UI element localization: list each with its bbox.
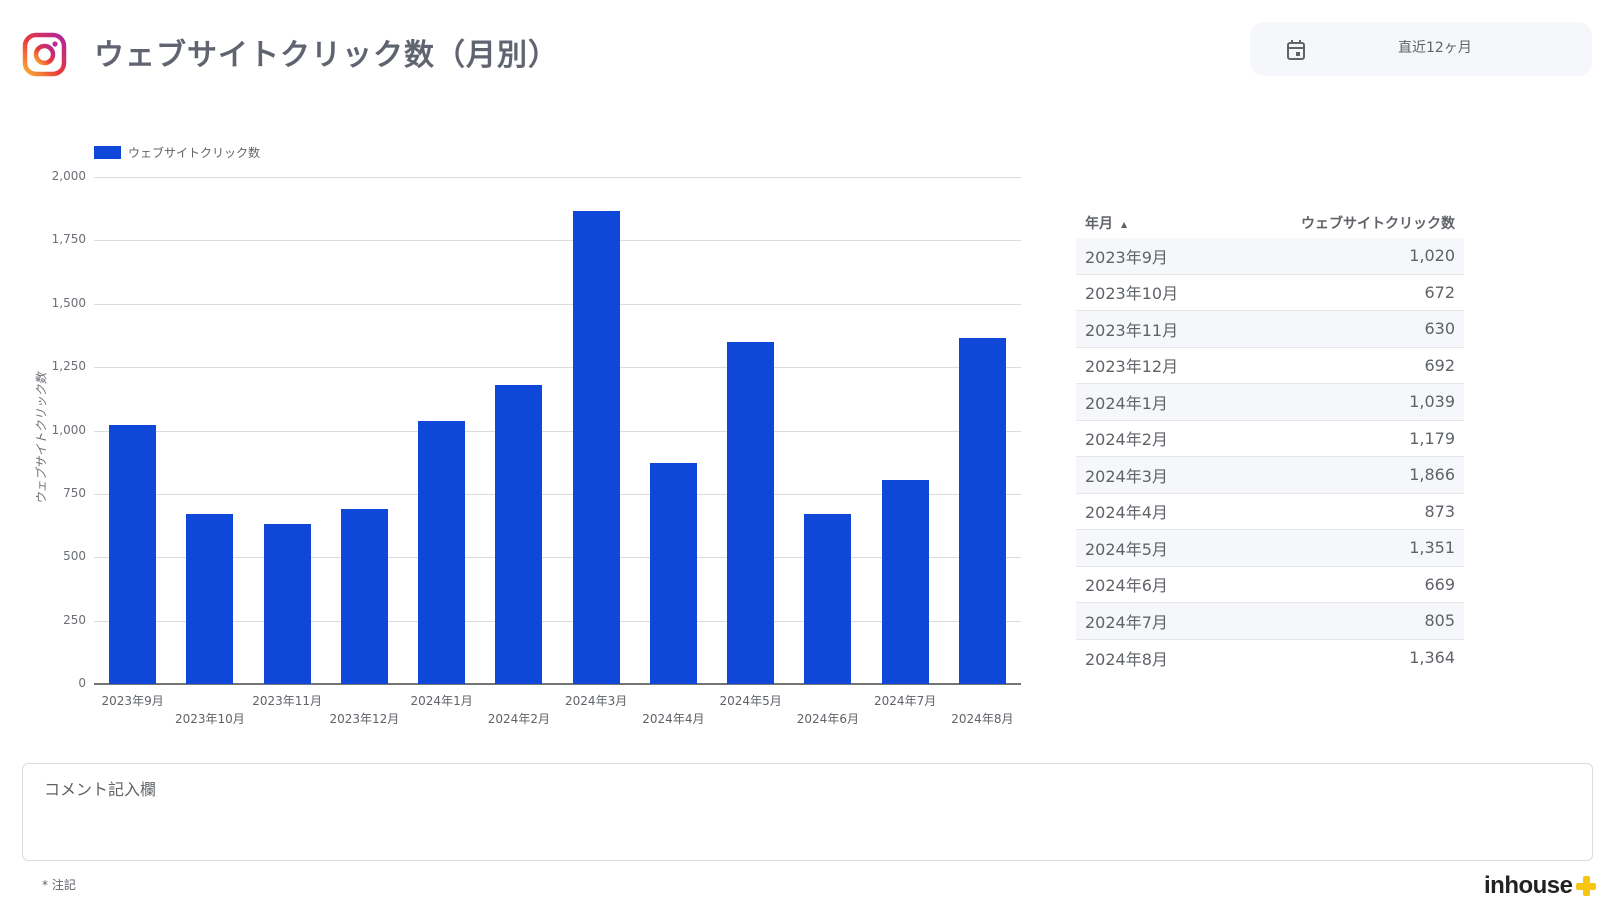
cell-month: 2024年2月: [1085, 430, 1168, 450]
brand-name: inhouse: [1484, 872, 1573, 899]
cell-month: 2023年12月: [1085, 357, 1179, 377]
table-row: 2024年2月 1,179: [1076, 421, 1464, 457]
date-range-label: 直近12ヶ月: [1398, 40, 1472, 56]
table-row: 2024年6月 669: [1076, 567, 1464, 603]
cell-month: 2024年5月: [1085, 539, 1168, 559]
table-row: 2023年9月 1,020: [1076, 238, 1464, 275]
bar[interactable]: [804, 514, 852, 684]
table-body: 2023年9月 1,020 2023年10月 672 2023年11月 630 2023年1…: [1076, 238, 1464, 676]
x-tick-label: 2024年1月: [410, 694, 473, 708]
cell-month: 2024年8月: [1085, 649, 1168, 669]
gridline: [94, 240, 1021, 242]
comment-box[interactable]: コメント記入欄: [22, 763, 1593, 861]
x-tick-label: 2024年2月: [487, 712, 550, 726]
gridline: [94, 303, 1021, 305]
gridline: [94, 430, 1021, 432]
cell-month: 2024年4月: [1085, 503, 1168, 523]
gridline: [94, 367, 1021, 369]
page-title: ウェブサイトクリック数（月別）: [94, 38, 559, 73]
table-header: 年月 ▲ ウェブサイトクリック数: [1076, 208, 1464, 238]
x-tick-label: 2023年11月: [252, 694, 323, 708]
table-row: 2024年1月 1,039: [1076, 384, 1464, 421]
x-tick-label: 2024年6月: [796, 712, 859, 726]
cell-clicks: 1,179: [1409, 428, 1455, 448]
x-tick-label: 2023年10月: [174, 712, 245, 726]
bar[interactable]: [495, 385, 543, 684]
instagram-logo-icon: [22, 32, 67, 77]
y-tick-label: 1,750: [51, 232, 86, 247]
y-tick-label: 750: [63, 485, 86, 500]
bar[interactable]: [727, 341, 775, 684]
bar[interactable]: [881, 479, 929, 684]
bar-chart: ウェブサイトクリック数 ウェブサイトクリック数 0 250 500 750 1,000 1…: [0, 130, 1040, 730]
x-axis-line: [94, 683, 1021, 685]
table-row: 2024年3月 1,866: [1076, 457, 1464, 494]
table-row: 2024年8月 1,364: [1076, 640, 1464, 677]
bar[interactable]: [340, 508, 388, 684]
brand-logo: inhouse: [1484, 872, 1596, 900]
cell-clicks: 805: [1424, 611, 1455, 631]
x-tick-label: 2024年5月: [719, 694, 782, 708]
table-row: 2024年4月 873: [1076, 494, 1464, 530]
x-tick-label: 2024年8月: [951, 712, 1014, 726]
table-row: 2023年11月 630: [1076, 311, 1464, 348]
cell-month: 2023年11月: [1085, 320, 1179, 340]
cell-month: 2023年10月: [1085, 284, 1179, 304]
table-row: 2023年12月 692: [1076, 348, 1464, 384]
bar[interactable]: [649, 462, 697, 684]
bar[interactable]: [572, 210, 620, 684]
data-table: 年月 ▲ ウェブサイトクリック数 2023年9月 1,020 2023年10月 672 2…: [1076, 208, 1464, 676]
cell-month: 2024年6月: [1085, 576, 1168, 596]
x-tick-label: 2023年12月: [329, 712, 400, 726]
cell-clicks: 1,364: [1409, 648, 1455, 668]
bar[interactable]: [418, 420, 466, 684]
gridline: [94, 493, 1021, 495]
column-header-clicks[interactable]: ウェブサイトクリック数: [1301, 216, 1455, 232]
y-tick-label: 0: [78, 676, 86, 690]
cell-clicks: 1,866: [1409, 465, 1455, 485]
bar[interactable]: [109, 425, 157, 684]
table-row: 2024年5月 1,351: [1076, 530, 1464, 567]
cell-clicks: 1,039: [1409, 392, 1455, 412]
x-tick-label: 2024年7月: [874, 694, 937, 708]
cell-clicks: 1,020: [1409, 246, 1455, 266]
plus-icon: [1575, 876, 1596, 896]
y-tick-label: 1,250: [51, 359, 86, 374]
bar[interactable]: [958, 338, 1006, 684]
legend-label: ウェブサイトクリック数: [128, 146, 261, 160]
cell-clicks: 873: [1424, 501, 1455, 521]
table-row: 2024年7月 805: [1076, 603, 1464, 640]
cell-clicks: 692: [1424, 355, 1455, 375]
bar[interactable]: [263, 524, 311, 684]
cell-month: 2024年7月: [1085, 612, 1168, 632]
cell-clicks: 669: [1424, 574, 1455, 594]
gridline: [94, 620, 1021, 622]
cell-clicks: 1,351: [1409, 538, 1455, 558]
y-tick-label: 250: [63, 612, 86, 627]
footnote: * 注記: [42, 878, 76, 892]
y-tick-label: 500: [63, 549, 86, 564]
chart-legend: ウェブサイトクリック数: [94, 144, 260, 161]
y-tick-label: 1,000: [51, 422, 86, 437]
bar[interactable]: [186, 513, 234, 684]
date-range-filter[interactable]: 直近12ヶ月: [1250, 22, 1592, 76]
cell-month: 2024年3月: [1085, 466, 1168, 486]
x-tick-label: 2023年9月: [101, 694, 164, 708]
legend-swatch: [94, 146, 121, 159]
cell-clicks: 630: [1424, 319, 1455, 339]
cell-clicks: 672: [1424, 282, 1455, 302]
calendar-icon: [1287, 40, 1305, 60]
x-tick-label: 2024年4月: [642, 712, 705, 726]
comment-label: コメント記入欄: [44, 780, 157, 799]
x-tick-label: 2024年3月: [565, 694, 628, 708]
table-row: 2023年10月 672: [1076, 275, 1464, 311]
gridline: [94, 177, 1021, 178]
gridline: [94, 557, 1021, 559]
sort-ascending-icon: ▲: [1121, 219, 1128, 229]
y-tick-label: 2,000: [51, 169, 86, 183]
cell-month: 2024年1月: [1085, 393, 1168, 413]
cell-month: 2023年9月: [1085, 247, 1168, 267]
column-header-month[interactable]: 年月 ▲: [1085, 216, 1128, 232]
y-tick-label: 1,500: [51, 295, 86, 310]
